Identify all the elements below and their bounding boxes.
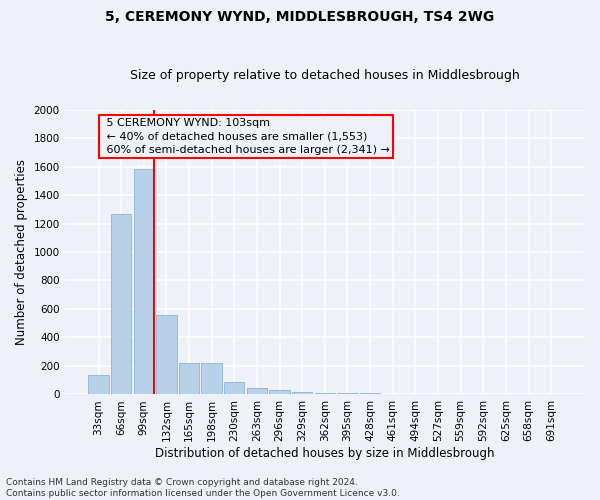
Text: Contains HM Land Registry data © Crown copyright and database right 2024.
Contai: Contains HM Land Registry data © Crown c… [6, 478, 400, 498]
Bar [111, 214, 131, 394]
Bar [360, 393, 380, 394]
Bar [269, 390, 290, 394]
Bar [337, 393, 358, 394]
Bar [224, 382, 244, 394]
Bar [134, 170, 154, 394]
Bar [247, 388, 267, 394]
Bar [88, 374, 109, 394]
Title: Size of property relative to detached houses in Middlesbrough: Size of property relative to detached ho… [130, 69, 520, 82]
Text: 5 CEREMONY WYND: 103sqm
 ← 40% of detached houses are smaller (1,553)
 60% of se: 5 CEREMONY WYND: 103sqm ← 40% of detache… [103, 118, 389, 154]
Bar [179, 363, 199, 394]
Bar [292, 392, 313, 394]
Y-axis label: Number of detached properties: Number of detached properties [15, 159, 28, 345]
Bar [314, 393, 335, 394]
Text: 5, CEREMONY WYND, MIDDLESBROUGH, TS4 2WG: 5, CEREMONY WYND, MIDDLESBROUGH, TS4 2WG [106, 10, 494, 24]
Bar [156, 314, 176, 394]
X-axis label: Distribution of detached houses by size in Middlesbrough: Distribution of detached houses by size … [155, 447, 494, 460]
Bar [202, 363, 222, 394]
